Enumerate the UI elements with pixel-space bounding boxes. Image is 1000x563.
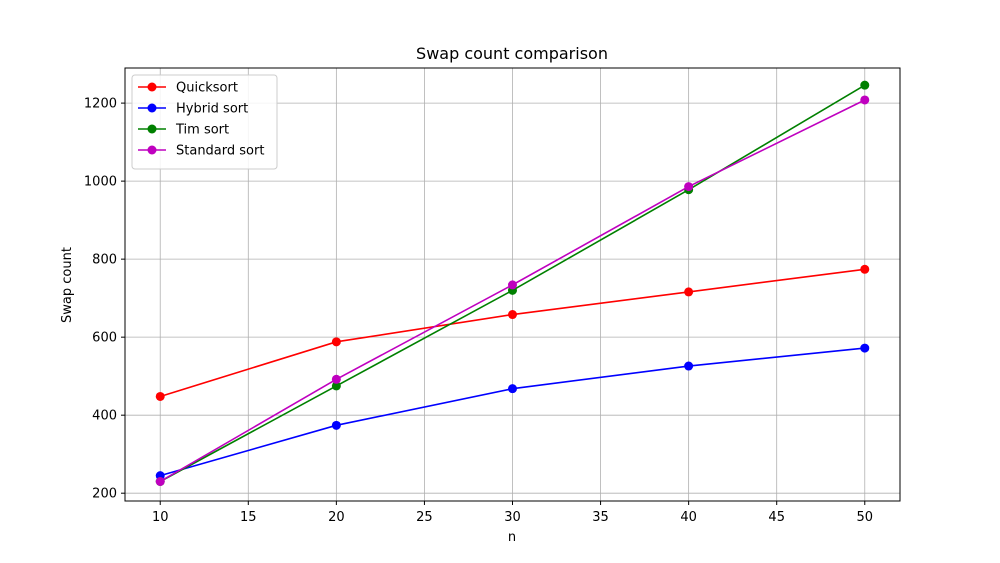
data-point: [155, 391, 165, 401]
x-tick-label: 45: [768, 510, 785, 525]
legend-box: [131, 74, 278, 170]
y-tick-label: 200: [92, 487, 117, 502]
series-layer: [155, 80, 870, 486]
legend-marker: [147, 82, 157, 92]
data-point: [684, 182, 694, 192]
series-standard-sort: [155, 95, 870, 486]
legend-item: Tim sort: [138, 123, 229, 138]
legend-label: Tim sort: [175, 123, 229, 138]
legend-label: Hybrid sort: [176, 102, 248, 117]
x-tick-label: 20: [328, 510, 345, 525]
x-tick-label: 25: [416, 510, 433, 525]
y-tick-label: 1200: [84, 97, 117, 112]
grid: [125, 68, 900, 501]
legend-item: Hybrid sort: [138, 102, 248, 117]
chart-title: Swap count comparison: [416, 44, 608, 63]
x-axis: 10 15 20 25 30 35 40 45 50: [152, 501, 873, 525]
x-tick-label: 15: [240, 510, 257, 525]
y-axis: 200 400 600 800 1000 1200: [84, 97, 125, 502]
data-point: [155, 476, 165, 486]
x-tick-label: 30: [504, 510, 521, 525]
data-point: [331, 381, 341, 391]
y-axis-label: Swap count: [60, 247, 75, 323]
series-quicksort: [155, 264, 870, 401]
x-tick-label: 35: [592, 510, 609, 525]
series-hybrid-sort: [155, 343, 870, 481]
y-tick-label: 400: [92, 409, 117, 424]
x-tick-label: 40: [680, 510, 697, 525]
data-point: [331, 374, 341, 384]
legend-marker: [147, 103, 157, 113]
data-point: [860, 95, 870, 105]
data-point: [684, 287, 694, 297]
legend-marker: [147, 124, 157, 134]
data-point: [684, 361, 694, 371]
legend: Quicksort Hybrid sort Tim sort Standard sor…: [131, 74, 278, 170]
x-tick-label: 10: [152, 510, 169, 525]
y-tick-label: 1000: [84, 175, 117, 190]
legend-marker: [147, 145, 157, 155]
data-point: [860, 343, 870, 353]
data-point: [331, 420, 341, 430]
data-point: [508, 384, 517, 394]
x-axis-label: n: [508, 530, 516, 545]
y-tick-label: 600: [92, 331, 117, 346]
data-point: [508, 280, 517, 290]
legend-item: Standard sort: [138, 144, 264, 159]
y-tick-label: 800: [92, 253, 117, 268]
data-point: [331, 337, 341, 347]
data-point: [860, 264, 870, 274]
x-tick-label: 50: [856, 510, 873, 525]
legend-item: Quicksort: [138, 81, 238, 96]
data-point: [860, 80, 870, 90]
legend-label: Quicksort: [176, 81, 238, 96]
data-point: [508, 310, 517, 320]
legend-label: Standard sort: [176, 144, 264, 159]
